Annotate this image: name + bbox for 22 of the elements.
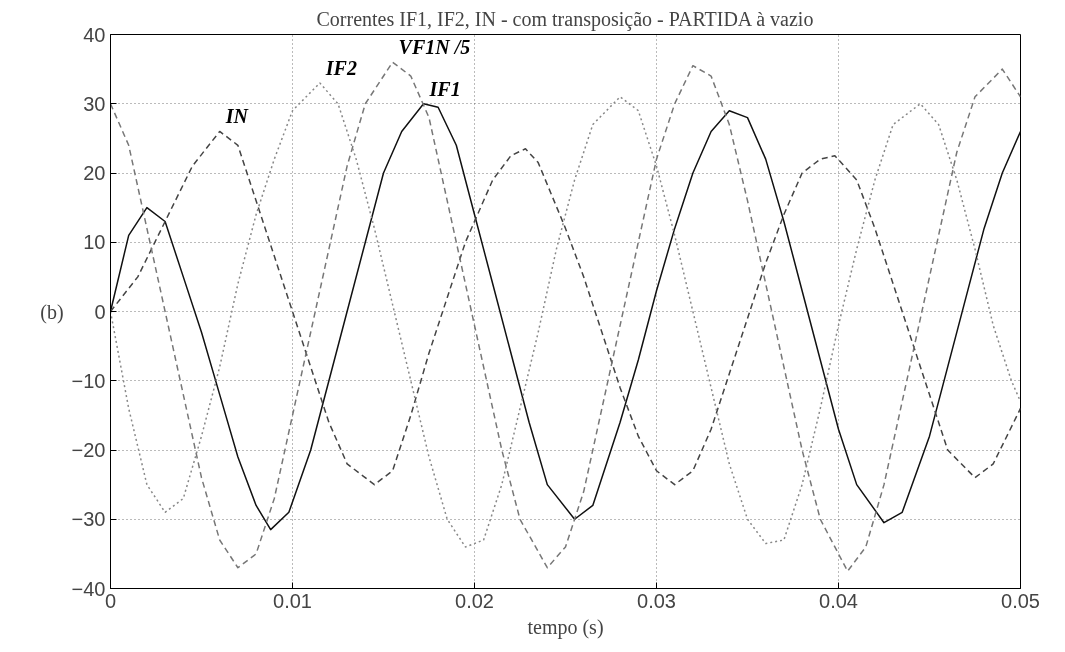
x-tick-label: 0.02 <box>455 589 494 612</box>
y-tick-label: 20 <box>83 162 106 184</box>
y-tick-label: 10 <box>83 231 106 254</box>
line-series <box>110 130 1021 486</box>
x-tick-label: 0.03 <box>637 589 676 612</box>
y-tick-label: −40 <box>71 577 106 600</box>
series-label: IN <box>224 105 250 128</box>
y-tick-label: 40 <box>83 23 106 46</box>
x-axis-title: tempo (s) <box>527 615 604 639</box>
y-tick-label: −30 <box>71 508 106 531</box>
y-tick-label: 30 <box>83 92 106 115</box>
y-tick-label: 0 <box>94 300 106 323</box>
y-tick-label: −20 <box>71 439 106 461</box>
x-tick-label: 0.04 <box>819 589 858 612</box>
text: (b) <box>40 300 64 324</box>
series-label: IF1 <box>428 77 461 100</box>
chart-title: Correntes IF1, IF2, IN - com transposição - PARTIDA à vazio <box>316 7 814 31</box>
x-tick-label: 0.05 <box>1001 589 1040 612</box>
x-tick-label: 0.01 <box>273 589 312 612</box>
series-label: IF2 <box>324 56 357 79</box>
y-tick-label: −10 <box>71 369 106 392</box>
series-label: VF1N /5 <box>398 36 471 59</box>
